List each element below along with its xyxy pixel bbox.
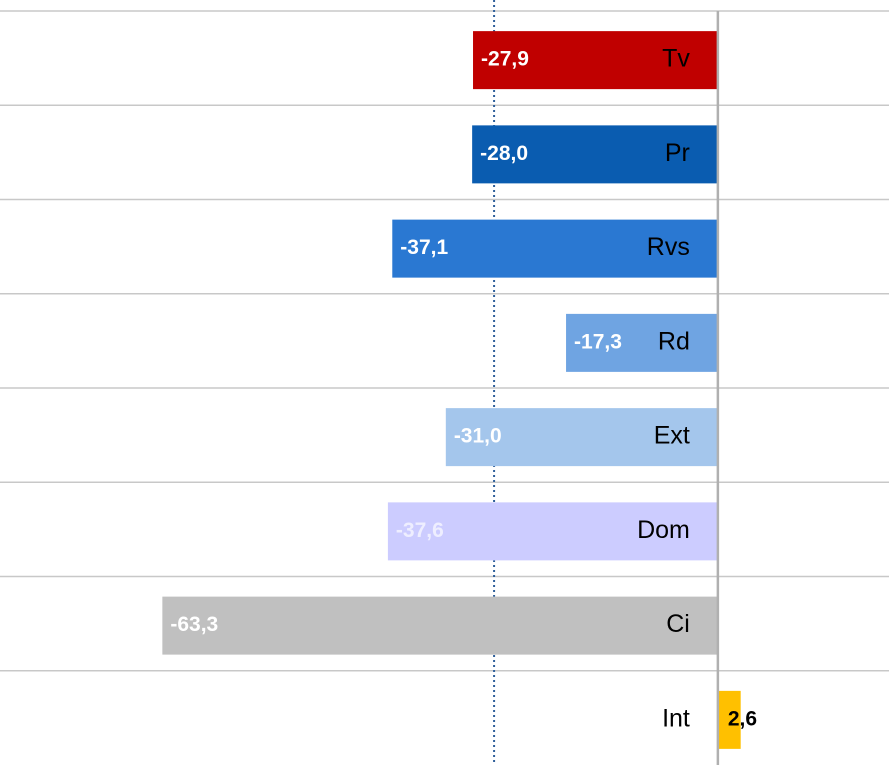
value-label: -31,0 <box>454 425 502 448</box>
category-label: Rd <box>658 327 690 355</box>
value-label: -27,9 <box>481 48 529 71</box>
value-label: -37,6 <box>396 519 444 542</box>
value-label: -37,1 <box>400 236 448 259</box>
value-label: -17,3 <box>574 330 622 353</box>
category-label: Tv <box>662 45 690 73</box>
category-label: Ext <box>654 422 690 450</box>
bar <box>717 690 741 749</box>
category-label: Ci <box>666 610 690 638</box>
category-label: Pr <box>665 139 690 167</box>
category-label: Dom <box>637 516 690 544</box>
bar <box>566 313 718 372</box>
bar <box>392 219 718 278</box>
bar <box>387 502 718 561</box>
bar <box>445 408 718 467</box>
category-label: Int <box>662 704 690 732</box>
bar <box>472 125 718 184</box>
value-label: -63,3 <box>170 613 218 636</box>
bar <box>162 596 718 655</box>
value-label: -28,0 <box>480 142 528 165</box>
value-label: 2,6 <box>728 707 757 730</box>
category-label: Rvs <box>647 233 690 261</box>
bar <box>473 31 718 90</box>
